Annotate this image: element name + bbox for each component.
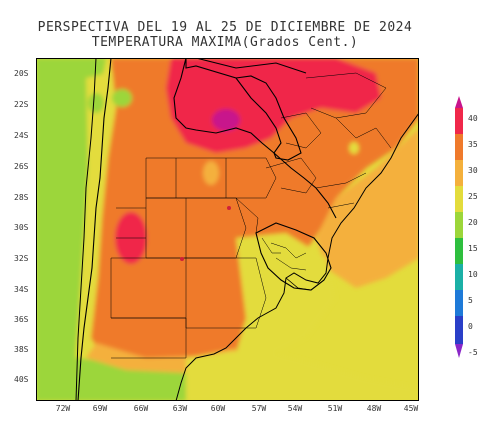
lat-label: 20S (14, 69, 29, 78)
colorbar-label: 0 (468, 322, 473, 331)
colorbar-label: 10 (468, 270, 478, 279)
temperature-colorbar (455, 96, 463, 358)
lat-label: 34S (14, 285, 29, 294)
colorbar-band (455, 290, 463, 316)
colorbar-label: 15 (468, 244, 478, 253)
colorbar-label: 20 (468, 218, 478, 227)
zone-orange-main (91, 58, 419, 368)
colorbar-band (455, 108, 463, 134)
colorbar-label: 5 (468, 296, 473, 305)
map-title: PERSPECTIVA DEL 19 AL 25 DE DICIEMBRE DE… (0, 20, 450, 50)
lat-label: 40S (14, 375, 29, 384)
lat-label: 30S (14, 223, 29, 232)
colorbar-label: 30 (468, 166, 478, 175)
lat-label: 28S (14, 193, 29, 202)
colorbar-label: -5 (468, 348, 478, 357)
lon-label: 51W (327, 404, 343, 413)
lon-label: 72W (55, 404, 71, 413)
lon-label: 54W (287, 404, 303, 413)
colorbar-label: 35 (468, 140, 478, 149)
zone-yellow-south-coast (186, 348, 419, 401)
colorbar-label: 40 (468, 114, 478, 123)
lat-label: 24S (14, 131, 29, 140)
zone-magenta-hotspot (212, 109, 240, 131)
colorbar-band (455, 186, 463, 212)
colorbar-under (455, 344, 463, 358)
lon-label: 48W (366, 404, 382, 413)
lat-label: 32S (14, 254, 29, 263)
temperature-map (36, 58, 419, 401)
atlantic-coast (175, 112, 419, 401)
coastline (75, 58, 97, 401)
lat-label: 22S (14, 100, 29, 109)
colorbar-band (455, 238, 463, 264)
zone-yellow-southeast (236, 233, 336, 358)
zone-lightorange-east (316, 128, 419, 288)
lon-label: 69W (92, 404, 108, 413)
lat-label: 38S (14, 345, 29, 354)
colorbar-label: 25 (468, 192, 478, 201)
colorbar-band (455, 160, 463, 186)
lon-label: 45W (403, 404, 419, 413)
colorbar-over (455, 96, 463, 108)
lon-label: 60W (210, 404, 226, 413)
colorbar-band (455, 264, 463, 290)
title-line-2: TEMPERATURA MAXIMA(Grados Cent.) (91, 35, 359, 50)
colorbar-band (455, 134, 463, 160)
lat-label: 36S (14, 315, 29, 324)
lon-label: 66W (133, 404, 149, 413)
colorbar-band (455, 212, 463, 238)
lon-label: 63W (172, 404, 188, 413)
colorbar-band (455, 316, 463, 344)
lon-label: 57W (251, 404, 267, 413)
title-line-1: PERSPECTIVA DEL 19 AL 25 DE DICIEMBRE DE… (37, 20, 413, 35)
lat-label: 26S (14, 162, 29, 171)
